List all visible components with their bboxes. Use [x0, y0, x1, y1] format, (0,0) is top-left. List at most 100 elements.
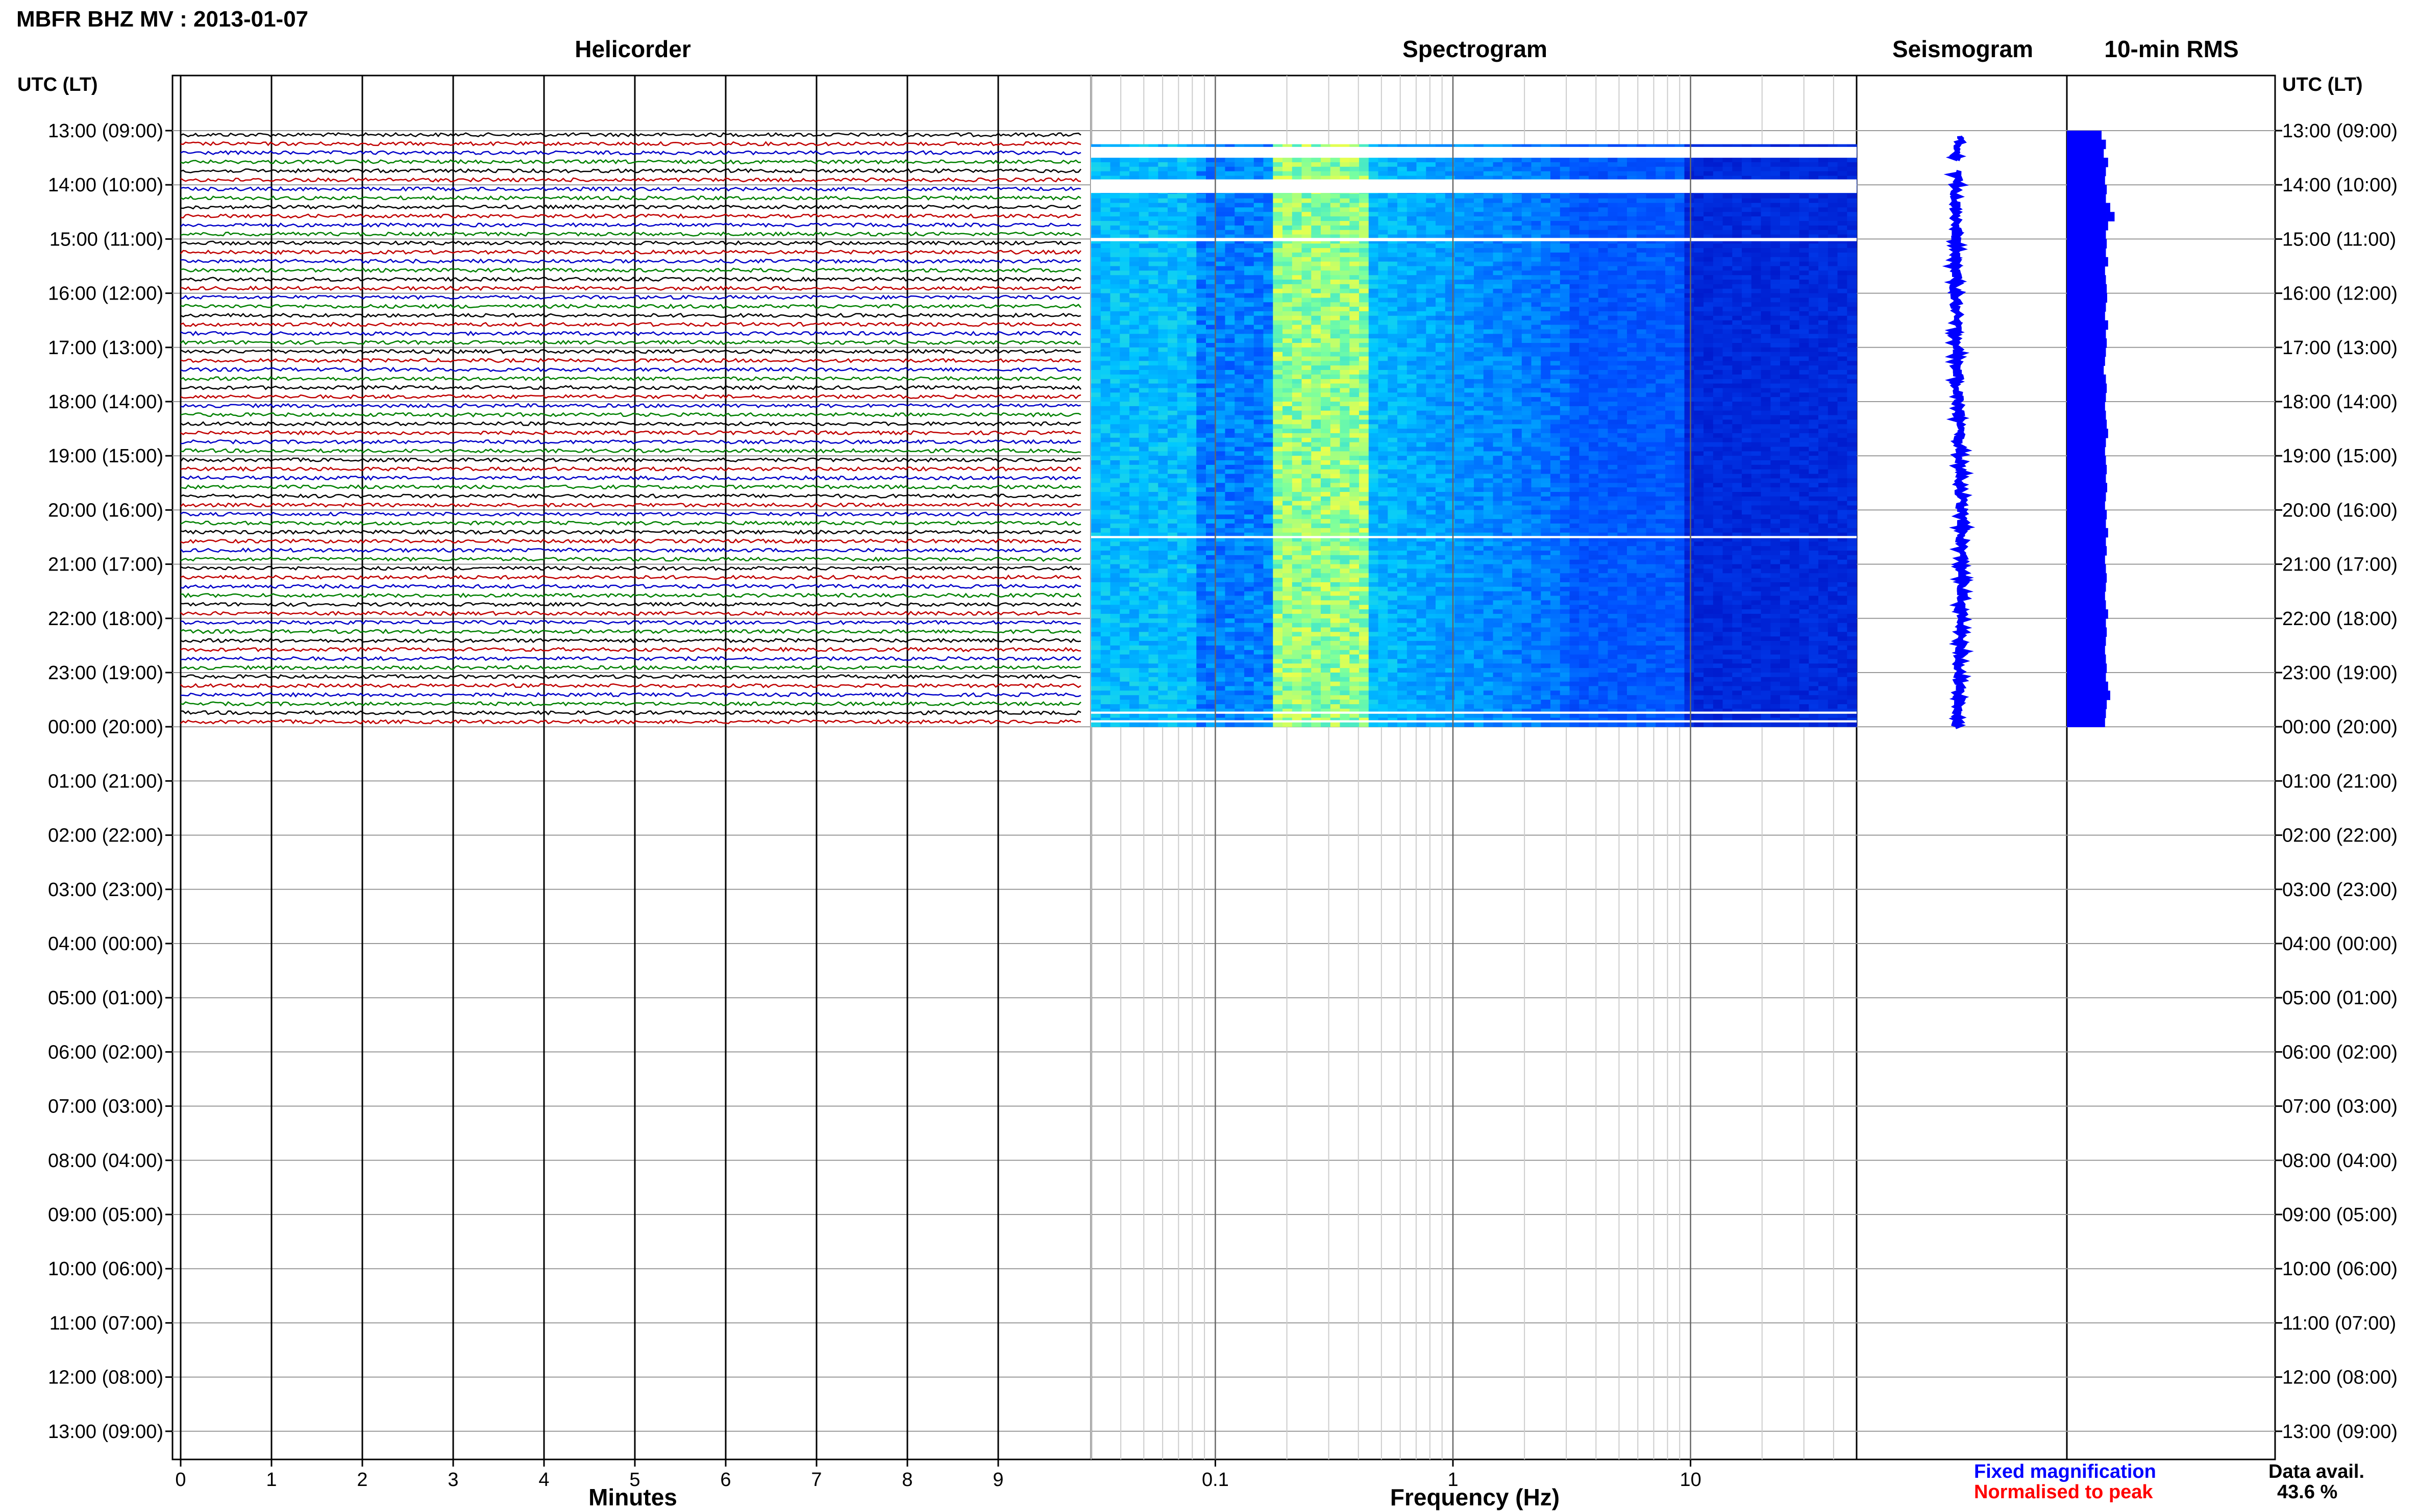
spectrogram-cell: [1512, 320, 1522, 326]
spectrogram-cell: [1330, 203, 1341, 208]
spectrogram-cell: [1311, 144, 1321, 149]
spectrogram-cell: [1789, 198, 1800, 204]
helicorder-trace: [180, 610, 1081, 616]
spectrogram-cell: [1464, 284, 1474, 289]
spectrogram-cell: [1713, 248, 1723, 253]
spectrogram-cell: [1301, 158, 1312, 163]
spectrogram-cell: [1426, 144, 1436, 149]
spectrogram-cell: [1368, 288, 1379, 294]
spectrogram-cell: [1235, 392, 1245, 398]
spectrogram-cell: [1474, 311, 1484, 316]
spectrogram-cell: [1598, 166, 1609, 172]
spectrogram-cell: [1694, 248, 1704, 253]
spectrogram-cell: [1713, 216, 1723, 221]
spectrogram-cell: [1847, 320, 1857, 326]
spectrogram-cell: [1569, 334, 1579, 339]
spectrogram-cell: [1464, 166, 1474, 172]
spectrogram-cell: [1761, 193, 1771, 199]
spectrogram-cell: [1445, 270, 1455, 276]
spectrogram-cell: [1330, 383, 1341, 388]
spectrogram-cell: [1225, 248, 1235, 253]
spectrogram-cell: [1120, 216, 1130, 221]
spectrogram-cell: [1608, 315, 1618, 321]
spectrogram-cell: [1742, 402, 1752, 407]
spectrogram-cell: [1512, 374, 1522, 380]
spectrogram-cell: [1694, 293, 1704, 298]
helicorder-trace: [180, 701, 1081, 707]
spectrogram-cell: [1225, 388, 1235, 393]
spectrogram-cell: [1751, 379, 1762, 384]
spectrogram-cell: [1732, 158, 1742, 163]
spectrogram-cell: [1406, 356, 1417, 361]
spectrogram-cell: [1799, 374, 1809, 380]
spectrogram-cell: [1110, 325, 1120, 330]
spectrogram-cell: [1474, 284, 1484, 289]
spectrogram-cell: [1436, 212, 1446, 217]
spectrogram-cell: [1704, 216, 1714, 221]
spectrogram-cell: [1253, 198, 1264, 204]
spectrogram-cell: [1464, 176, 1474, 181]
spectrogram-cell: [1148, 370, 1158, 375]
spectrogram-cell: [1359, 356, 1369, 361]
spectrogram-cell: [1512, 397, 1522, 402]
helicorder-trace: [180, 619, 1081, 626]
spectrogram-cell: [1139, 356, 1149, 361]
spectrogram-cell: [1713, 370, 1723, 375]
spectrogram-cell: [1809, 325, 1819, 330]
spectrogram-cell: [1474, 248, 1484, 253]
spectrogram-cell: [1818, 361, 1829, 366]
spectrogram-cell: [1627, 248, 1637, 253]
spectrogram-cell: [1349, 171, 1360, 176]
spectrogram-cell: [1502, 257, 1513, 262]
spectrogram-cell: [1713, 176, 1723, 181]
spectrogram-cell: [1521, 410, 1532, 416]
spectrogram-cell: [1665, 402, 1675, 407]
spectrogram-cell: [1541, 252, 1551, 258]
spectrogram-cell: [1761, 343, 1771, 348]
spectrogram-cell: [1751, 298, 1762, 303]
helicorder-trace: [180, 556, 1081, 562]
spectrogram-cell: [1397, 198, 1408, 204]
spectrogram-cell: [1608, 225, 1618, 231]
spectrogram-cell: [1253, 302, 1264, 307]
spectrogram-cell: [1531, 207, 1541, 212]
spectrogram-cell: [1110, 225, 1120, 231]
spectrogram-cell: [1493, 193, 1503, 199]
spectrogram-cell: [1148, 293, 1158, 298]
spectrogram-cell: [1722, 243, 1733, 249]
spectrogram-cell: [1436, 315, 1446, 321]
spectrogram-cell: [1129, 361, 1140, 366]
spectrogram-cell: [1311, 315, 1321, 321]
helicorder-trace: [180, 502, 1081, 508]
spectrogram-cell: [1120, 193, 1130, 199]
spectrogram-cell: [1531, 343, 1541, 348]
spectrogram-cell: [1598, 347, 1609, 353]
spectrogram-cell: [1742, 320, 1752, 326]
spectrogram-cell: [1780, 302, 1790, 307]
spectrogram-cell: [1206, 280, 1216, 285]
spectrogram-cell: [1493, 212, 1503, 217]
spectrogram-cell: [1406, 383, 1417, 388]
spectrogram-cell: [1139, 144, 1149, 149]
spectrogram-cell: [1187, 392, 1197, 398]
spectrogram-cell: [1091, 275, 1101, 280]
spectrogram-cell: [1569, 388, 1579, 393]
spectrogram-cell: [1550, 193, 1561, 199]
spectrogram-cell: [1388, 216, 1398, 221]
spectrogram-cell: [1311, 158, 1321, 163]
spectrogram-cell: [1282, 370, 1293, 375]
spectrogram-cell: [1761, 248, 1771, 253]
spectrogram-cell: [1627, 397, 1637, 402]
spectrogram-cell: [1196, 158, 1206, 163]
spectrogram-cell: [1426, 212, 1436, 217]
spectrogram-cell: [1388, 343, 1398, 348]
spectrogram-cell: [1598, 315, 1609, 321]
spectrogram-cell: [1847, 311, 1857, 316]
spectrogram-cell: [1789, 158, 1800, 163]
spectrogram-cell: [1531, 320, 1541, 326]
spectrogram-cell: [1589, 311, 1599, 316]
spectrogram-cell: [1311, 311, 1321, 316]
spectrogram-cell: [1100, 352, 1111, 357]
spectrogram-cell: [1244, 315, 1254, 321]
spectrogram-cell: [1464, 329, 1474, 334]
